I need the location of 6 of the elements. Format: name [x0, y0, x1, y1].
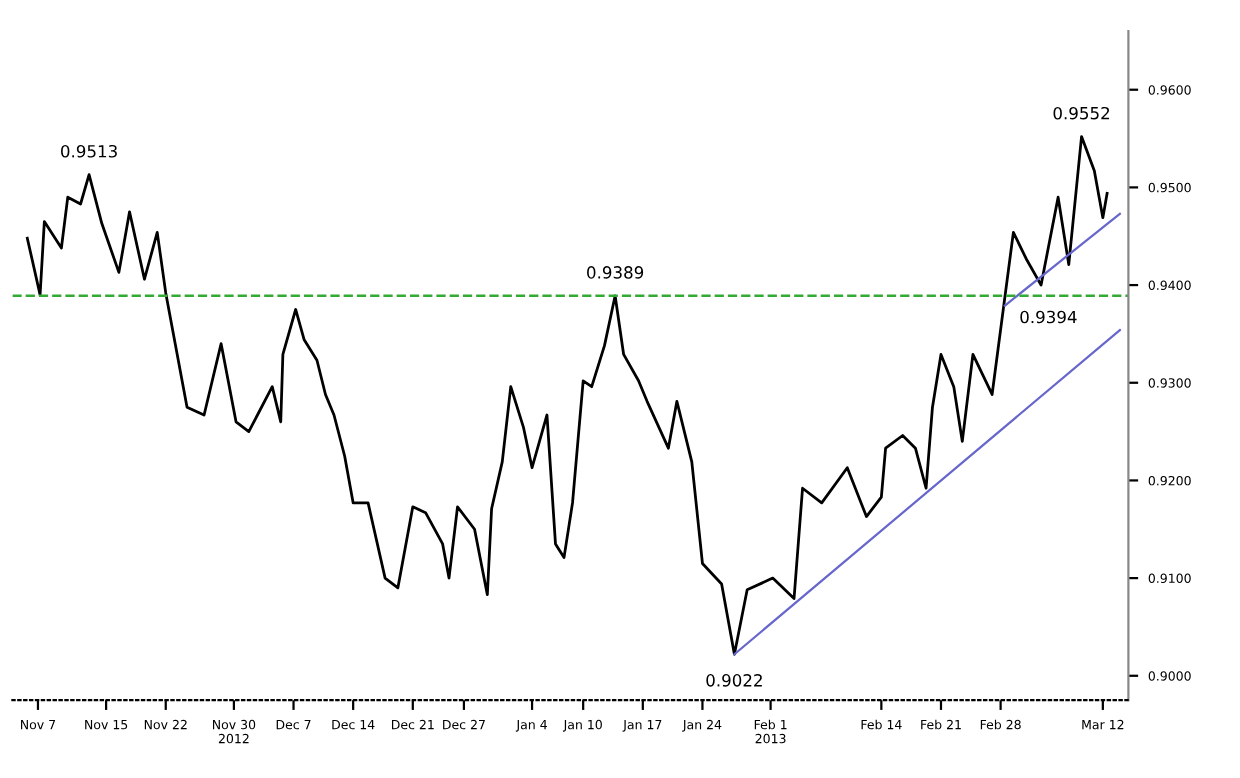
- line-series: [25, 135, 1109, 656]
- annotation: 0.9552: [1053, 106, 1110, 120]
- annotation: 0.9394: [1020, 310, 1077, 324]
- annotation: 0.9022: [706, 674, 762, 687]
- annotation: 0.9513: [61, 144, 117, 158]
- annotation: 0.9389: [587, 266, 644, 279]
